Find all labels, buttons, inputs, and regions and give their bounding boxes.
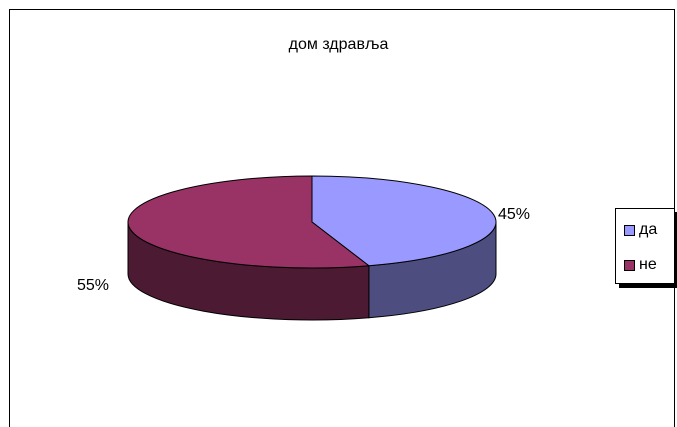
data-label-da: 45% — [498, 206, 531, 223]
legend-label-ne: не — [639, 256, 657, 273]
legend-swatch-ne — [624, 259, 635, 271]
data-label-ne: 55% — [77, 277, 110, 294]
legend-swatch-da — [624, 224, 635, 236]
pie-slice-не — [127, 175, 371, 269]
legend-item-ne: не — [624, 255, 657, 275]
legend: да не — [615, 208, 675, 284]
chart-title: дом здравља — [288, 36, 389, 53]
legend-label-da: да — [639, 221, 658, 238]
pie-slice-да — [311, 175, 497, 267]
legend-item-da: да — [624, 220, 657, 240]
